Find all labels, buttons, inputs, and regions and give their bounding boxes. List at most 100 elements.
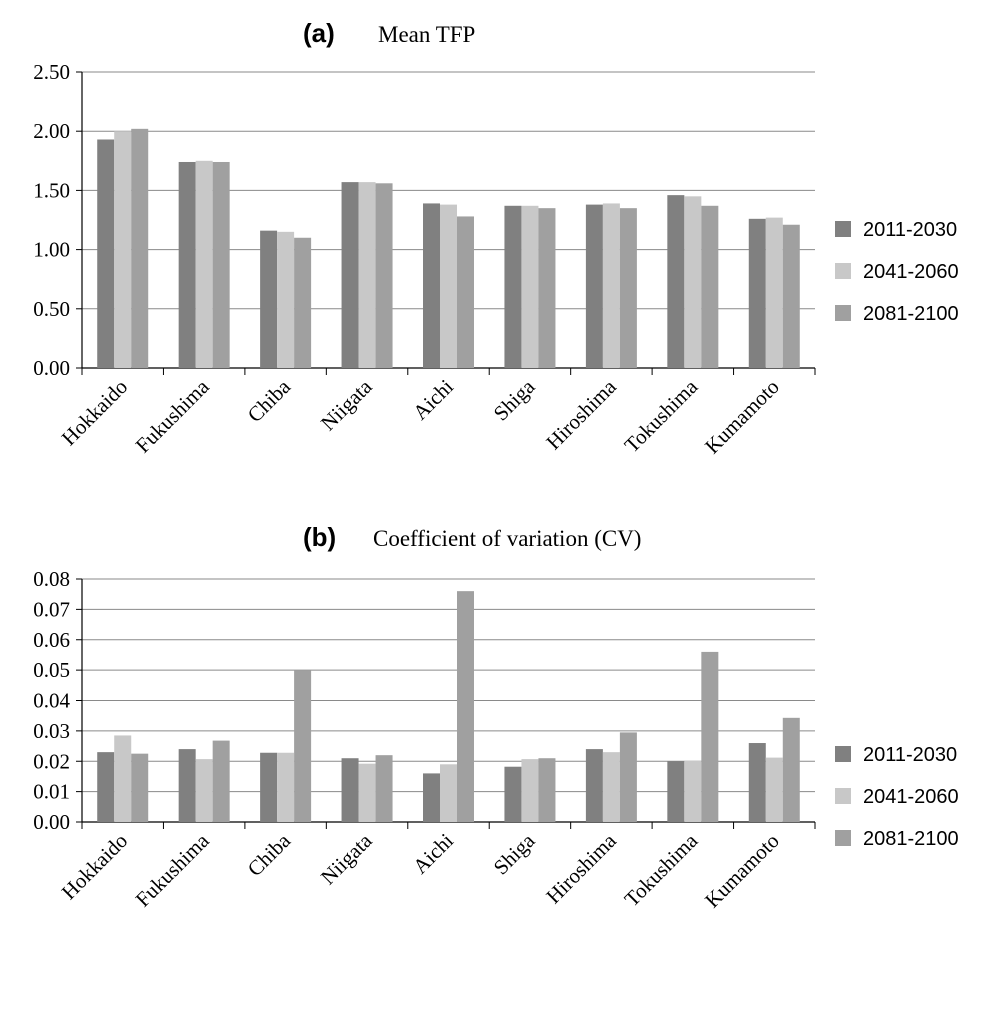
x-tick-label: Chiba: [243, 374, 296, 427]
bar-kumamoto-2081-2100: [782, 717, 800, 822]
bar-kumamoto-2041-2060: [765, 757, 783, 822]
y-tick-label: 0.50: [33, 297, 70, 321]
bar-hokkaido-2011-2030: [97, 752, 115, 822]
bar-tokushima-2081-2100: [701, 205, 719, 368]
x-tick-label: Hokkaido: [57, 375, 133, 451]
y-tick-label: 0.03: [33, 719, 70, 743]
bar-tokushima-2041-2060: [684, 760, 702, 822]
bar-chiba-2041-2060: [277, 752, 295, 822]
bar-aichi-2011-2030: [423, 203, 440, 368]
x-tick-label: Fukushima: [131, 828, 214, 911]
bar-aichi-2081-2100: [457, 591, 474, 822]
x-tick-label: Fukushima: [131, 374, 214, 457]
bar-fukushima-2011-2030: [178, 749, 196, 822]
bar-shiga-2011-2030: [504, 766, 522, 822]
legend-swatch: [835, 263, 851, 279]
legend-label: 2041-2060: [863, 261, 959, 283]
bar-fukushima-2081-2100: [212, 161, 230, 368]
bar-aichi-2081-2100: [457, 216, 474, 368]
y-tick-label: 2.50: [33, 60, 70, 84]
bar-hiroshima-2041-2060: [602, 203, 620, 368]
x-tick-label: Niigata: [316, 374, 377, 435]
y-tick-label: 0.00: [33, 810, 70, 834]
y-tick-label: 0.01: [33, 780, 70, 804]
x-tick-label: Aichi: [408, 828, 458, 878]
bar-shiga-2081-2100: [538, 758, 556, 822]
bar-kumamoto-2011-2030: [748, 218, 766, 368]
bar-hokkaido-2041-2060: [114, 735, 132, 822]
legend-b: 2011-2030 2041-2060 2081-2100: [835, 744, 959, 850]
legend-label: 2041-2060: [863, 786, 959, 808]
bar-tokushima-2081-2100: [701, 651, 719, 822]
bar-aichi-2041-2060: [440, 764, 457, 822]
bar-tokushima-2011-2030: [667, 195, 685, 368]
bar-hiroshima-2081-2100: [619, 208, 637, 368]
x-tick-label: Hiroshima: [541, 374, 621, 454]
panel-b-title: Coefficient of variation (CV): [373, 526, 641, 551]
legend-swatch: [835, 788, 851, 804]
bar-niigata-2041-2060: [358, 763, 376, 822]
x-tick-label: Tokushima: [620, 374, 703, 457]
bar-niigata-2041-2060: [358, 182, 376, 368]
x-tick-label: Chiba: [243, 828, 296, 881]
bar-kumamoto-2011-2030: [748, 743, 766, 822]
x-tick-label: Hiroshima: [541, 828, 621, 908]
bar-kumamoto-2081-2100: [782, 224, 800, 368]
bar-fukushima-2041-2060: [195, 759, 213, 822]
bar-shiga-2081-2100: [538, 208, 556, 368]
plot-area-b: 0.00 0.01 0.02 0.03 0.04 0.05 0.06 0.07 0.08 Hokk…: [33, 567, 816, 913]
x-tick-label: Tokushima: [620, 828, 703, 911]
bar-chiba-2041-2060: [277, 231, 295, 368]
y-tick-label: 1.00: [33, 238, 70, 262]
bar-aichi-2041-2060: [440, 204, 457, 368]
bar-aichi-2011-2030: [423, 773, 440, 822]
legend-swatch: [835, 305, 851, 321]
x-tick-label: Aichi: [408, 374, 458, 424]
legend-label: 2081-2100: [863, 828, 959, 850]
x-tick-label: Shiga: [489, 374, 540, 425]
x-tick-label: Hokkaido: [57, 829, 133, 905]
bar-chiba-2011-2030: [260, 752, 278, 822]
bar-chiba-2011-2030: [260, 230, 278, 368]
legend-a: 2011-2030 2041-2060 2081-2100: [835, 219, 959, 325]
y-tick-label: 0.06: [33, 628, 70, 652]
bar-fukushima-2081-2100: [212, 740, 230, 822]
bar-tokushima-2011-2030: [667, 761, 685, 822]
bar-hokkaido-2041-2060: [114, 131, 132, 368]
y-tick-label: 0.05: [33, 658, 70, 682]
bar-tokushima-2041-2060: [684, 196, 702, 368]
legend-label: 2011-2030: [863, 744, 957, 766]
bar-hiroshima-2011-2030: [585, 204, 603, 368]
x-tick-label: Kumamoto: [700, 829, 784, 913]
y-tick-label: 0.00: [33, 356, 70, 380]
panel-a-mean-tfp: (a) Mean TFP 0.00 0.50 1.00 1.50 2.00 2.50 Hok…: [33, 18, 958, 458]
bar-shiga-2041-2060: [521, 759, 539, 822]
panel-b-cv: (b) Coefficient of variation (CV) 0.00 0.…: [33, 522, 958, 912]
bar-chiba-2081-2100: [294, 670, 312, 822]
legend-label: 2081-2100: [863, 303, 959, 325]
bar-niigata-2011-2030: [341, 758, 359, 822]
bar-fukushima-2041-2060: [195, 160, 213, 368]
bar-niigata-2081-2100: [375, 183, 393, 368]
panel-b-letter: (b): [303, 522, 336, 552]
bar-hiroshima-2011-2030: [585, 749, 603, 822]
legend-swatch: [835, 746, 851, 762]
y-tick-label: 0.07: [33, 597, 70, 621]
bar-hiroshima-2041-2060: [602, 752, 620, 822]
x-tick-label: Kumamoto: [700, 375, 784, 459]
bar-hokkaido-2081-2100: [131, 753, 149, 822]
bar-kumamoto-2041-2060: [765, 217, 783, 368]
bar-hiroshima-2081-2100: [619, 732, 637, 822]
bar-hokkaido-2011-2030: [97, 139, 115, 368]
panel-a-title: Mean TFP: [378, 22, 475, 47]
bar-shiga-2011-2030: [504, 205, 522, 368]
legend-label: 2011-2030: [863, 219, 957, 241]
x-tick-label: Shiga: [489, 828, 540, 879]
bar-hokkaido-2081-2100: [131, 128, 149, 368]
legend-swatch: [835, 221, 851, 237]
y-tick-label: 0.02: [33, 749, 70, 773]
y-tick-label: 0.04: [33, 689, 70, 713]
panel-a-letter: (a): [303, 18, 335, 48]
y-tick-label: 2.00: [33, 119, 70, 143]
